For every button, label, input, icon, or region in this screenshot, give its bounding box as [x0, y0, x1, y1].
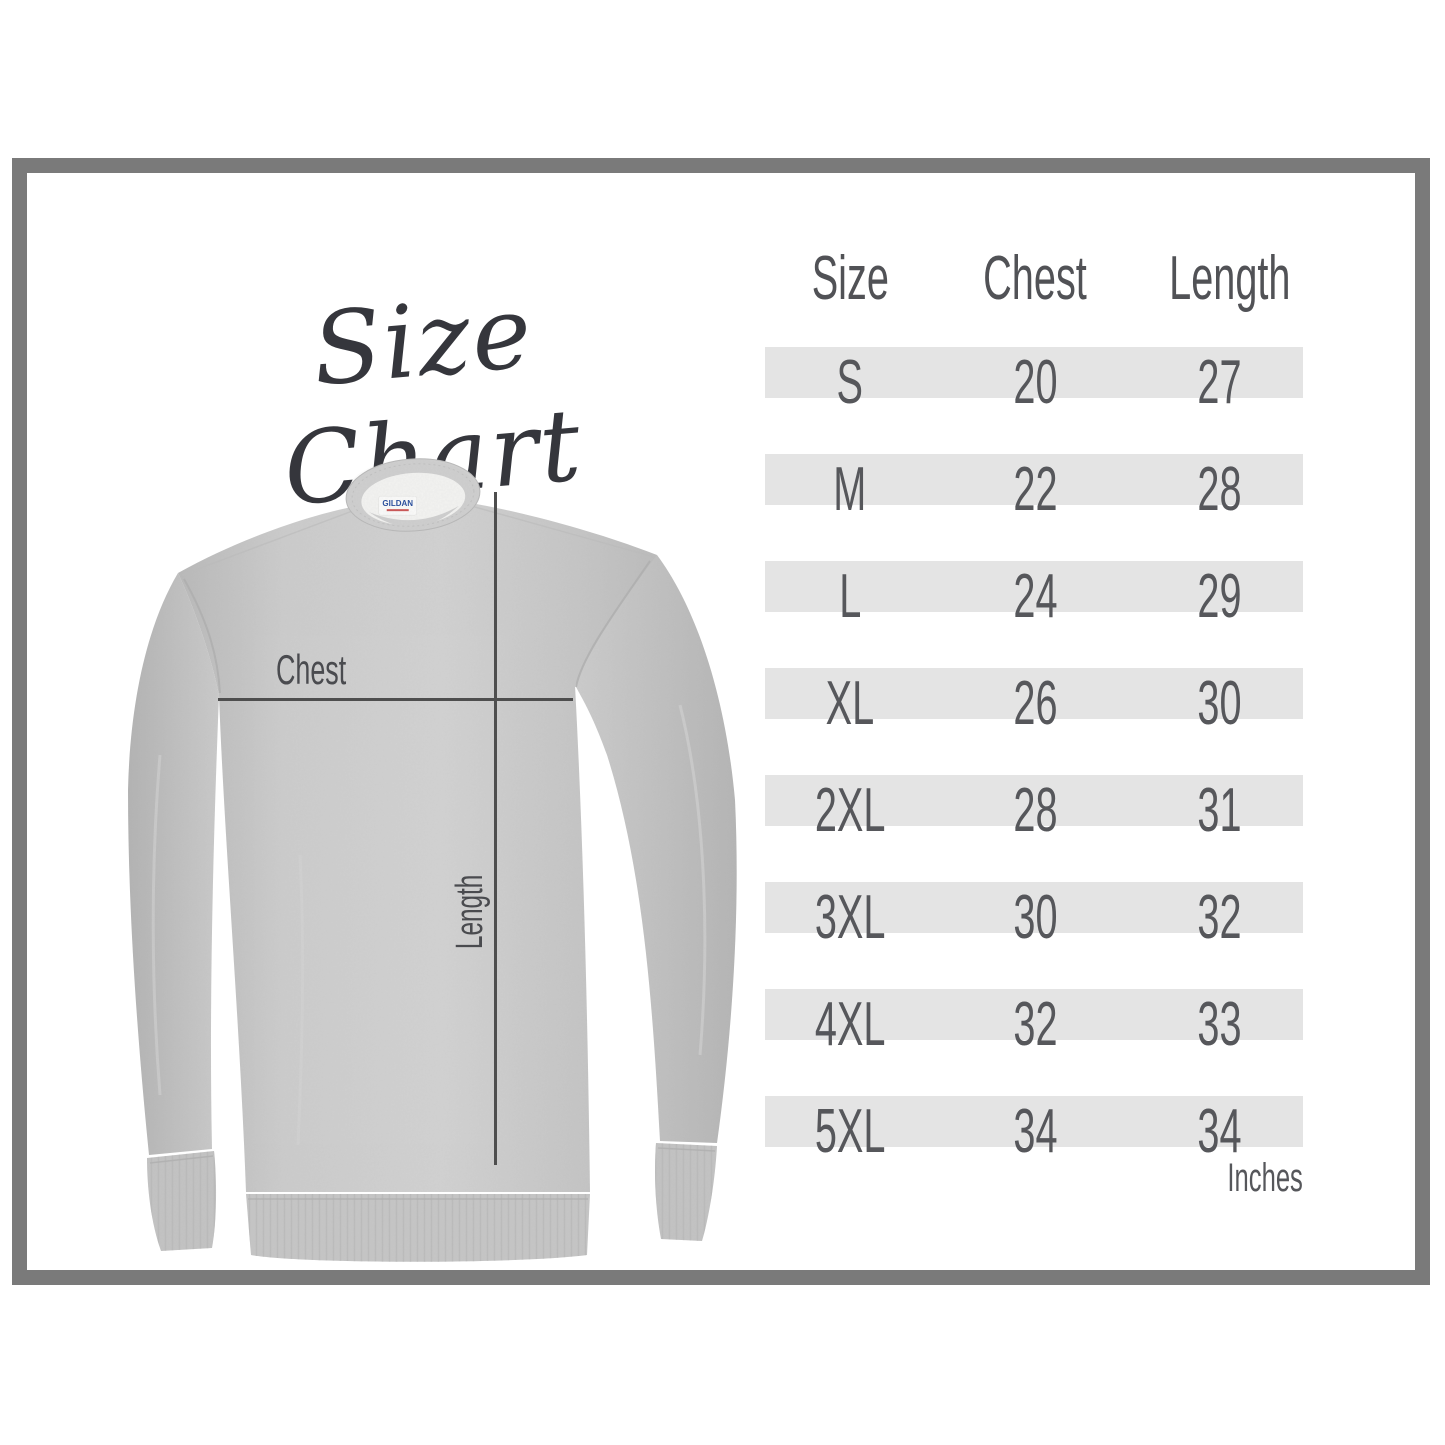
length-label-text: Length [449, 874, 491, 950]
border-frame [12, 158, 1430, 1285]
cell-size: 5XL [814, 1097, 886, 1166]
table-row: L 24 29 [765, 561, 1303, 631]
length-label: Length [448, 842, 492, 982]
cell-length: 29 [1196, 562, 1242, 631]
cell-length: 33 [1196, 990, 1242, 1059]
cell-size: L [838, 562, 862, 631]
chest-label: Chest [276, 646, 386, 694]
cell-chest: 32 [1012, 990, 1058, 1059]
cell-length: 32 [1196, 883, 1242, 952]
cell-size: 3XL [814, 883, 886, 952]
cell-chest: 30 [1012, 883, 1058, 952]
cell-chest: 20 [1012, 348, 1058, 417]
chest-label-text: Chest [276, 646, 347, 693]
chest-measure-line [218, 698, 573, 701]
cell-chest: 22 [1012, 455, 1058, 524]
table-row: M 22 28 [765, 454, 1303, 524]
cell-size: 4XL [814, 990, 886, 1059]
cell-size: S [836, 348, 864, 417]
cell-length: 34 [1196, 1097, 1242, 1166]
table-row: XL 26 30 [765, 668, 1303, 738]
table-row: 5XL 34 34 [765, 1096, 1303, 1166]
cell-size: M [833, 455, 867, 524]
size-table: Size Chest Length S 20 27 M 22 28 L 24 2… [765, 243, 1303, 1166]
sweatshirt-shapes: GILDAN [128, 458, 737, 1262]
table-header: Size Chest Length [765, 243, 1303, 313]
cell-size: XL [825, 669, 875, 738]
length-measure-line [494, 492, 497, 1165]
sweatshirt-illustration: GILDAN [128, 458, 737, 1262]
cell-chest: 34 [1012, 1097, 1058, 1166]
table-row: 2XL 28 31 [765, 775, 1303, 845]
cell-length: 27 [1196, 348, 1242, 417]
units-label: Inches [1227, 1156, 1303, 1200]
header-size: Size [811, 244, 889, 313]
cell-length: 30 [1196, 669, 1242, 738]
cell-length: 31 [1196, 776, 1242, 845]
table-row: S 20 27 [765, 347, 1303, 417]
table-row: 3XL 30 32 [765, 882, 1303, 952]
cell-chest: 24 [1012, 562, 1058, 631]
cell-size: 2XL [814, 776, 886, 845]
cell-length: 28 [1196, 455, 1242, 524]
header-length: Length [1169, 244, 1291, 313]
cell-chest: 26 [1012, 669, 1058, 738]
cell-chest: 28 [1012, 776, 1058, 845]
header-chest: Chest [983, 244, 1087, 313]
table-row: 4XL 32 33 [765, 989, 1303, 1059]
